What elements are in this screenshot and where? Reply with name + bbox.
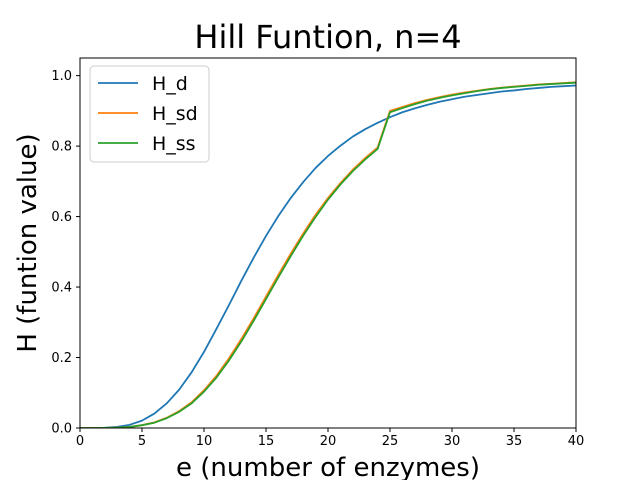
x-tick-label: 40 xyxy=(568,434,585,449)
x-tick-label: 35 xyxy=(506,434,523,449)
y-axis-label: H (funtion value) xyxy=(13,133,43,352)
legend-box xyxy=(89,65,210,163)
y-tick-label: 0.8 xyxy=(51,140,72,155)
chart-title: Hill Funtion, n=4 xyxy=(194,18,461,56)
legend-label: H_sd xyxy=(152,103,198,125)
x-tick-label: 0 xyxy=(76,434,84,449)
y-tick-label: 0.6 xyxy=(51,210,72,225)
x-tick-label: 15 xyxy=(258,434,275,449)
x-axis-label: e (number of enzymes) xyxy=(176,453,480,480)
y-tick-label: 0.4 xyxy=(51,281,72,296)
x-tick-label: 30 xyxy=(444,434,461,449)
x-tick-label: 25 xyxy=(382,434,399,449)
legend-label: H_d xyxy=(152,73,188,95)
y-tick-label: 0.2 xyxy=(51,351,72,366)
y-tick-label: 1.0 xyxy=(51,69,72,84)
x-tick-label: 10 xyxy=(196,434,213,449)
series-line-h-ss xyxy=(80,81,576,428)
x-axis-ticks: 0 5 10 15 20 25 30 35 40 xyxy=(76,428,584,449)
series-layer xyxy=(80,81,576,428)
y-axis-ticks: 0.0 0.2 0.4 0.6 0.8 1.0 xyxy=(51,69,80,437)
legend: H_d H_sd H_ss xyxy=(89,65,210,163)
legend-label: H_ss xyxy=(152,133,196,155)
x-tick-label: 20 xyxy=(320,434,337,449)
y-tick-label: 0.0 xyxy=(51,422,72,437)
series-line-h-d xyxy=(80,84,576,428)
x-tick-label: 5 xyxy=(138,434,146,449)
